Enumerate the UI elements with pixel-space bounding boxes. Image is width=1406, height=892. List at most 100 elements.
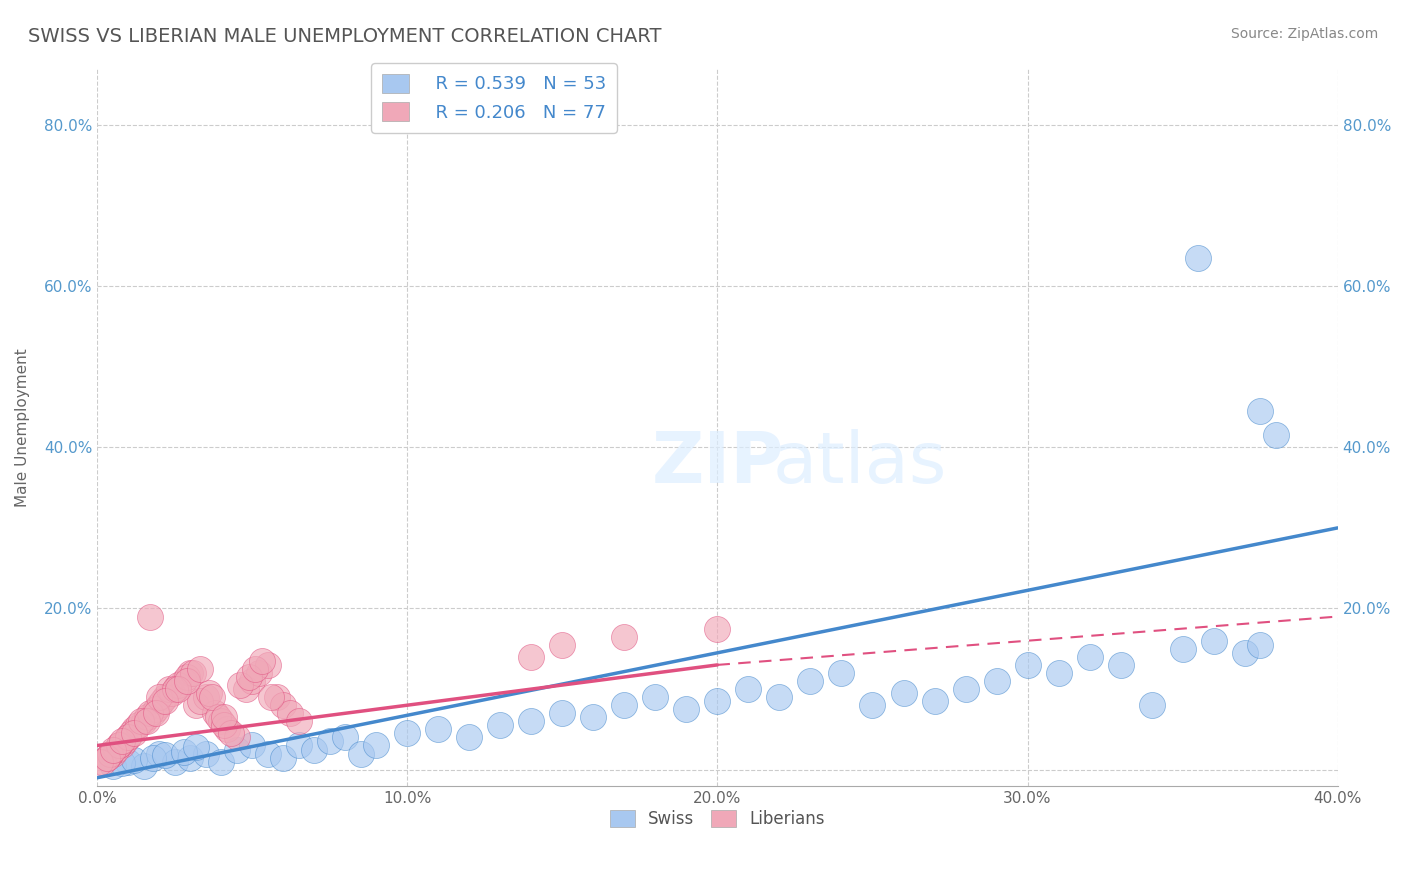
Point bbox=[148, 747, 170, 761]
Point bbox=[238, 670, 260, 684]
Point bbox=[207, 710, 229, 724]
Point bbox=[240, 739, 263, 753]
Point bbox=[551, 706, 574, 721]
Point bbox=[155, 694, 177, 708]
Point bbox=[150, 694, 173, 708]
Point bbox=[893, 686, 915, 700]
Text: atlas: atlas bbox=[773, 428, 948, 498]
Legend: Swiss, Liberians: Swiss, Liberians bbox=[603, 804, 832, 835]
Point bbox=[1202, 633, 1225, 648]
Point bbox=[186, 740, 208, 755]
Point bbox=[135, 714, 157, 729]
Point bbox=[247, 665, 270, 680]
Point bbox=[271, 698, 294, 713]
Point bbox=[1140, 698, 1163, 713]
Point bbox=[737, 682, 759, 697]
Point bbox=[124, 723, 146, 737]
Point bbox=[1187, 251, 1209, 265]
Point bbox=[194, 690, 217, 705]
Point bbox=[520, 714, 543, 729]
Point bbox=[335, 731, 357, 745]
Point bbox=[201, 690, 224, 705]
Point bbox=[706, 622, 728, 636]
Point bbox=[225, 742, 247, 756]
Point bbox=[319, 734, 342, 748]
Point bbox=[644, 690, 666, 705]
Point bbox=[142, 706, 165, 721]
Point bbox=[830, 665, 852, 680]
Point bbox=[132, 714, 155, 729]
Point bbox=[176, 670, 198, 684]
Point bbox=[186, 698, 208, 713]
Point bbox=[582, 710, 605, 724]
Point bbox=[862, 698, 884, 713]
Point bbox=[1249, 404, 1271, 418]
Point bbox=[188, 694, 211, 708]
Point bbox=[266, 690, 288, 705]
Text: ZIP: ZIP bbox=[651, 428, 783, 498]
Point bbox=[986, 673, 1008, 688]
Point bbox=[142, 750, 165, 764]
Point bbox=[260, 690, 283, 705]
Point bbox=[135, 710, 157, 724]
Point bbox=[489, 718, 512, 732]
Point bbox=[145, 702, 167, 716]
Point bbox=[167, 682, 190, 697]
Point bbox=[250, 654, 273, 668]
Point bbox=[93, 755, 115, 769]
Point bbox=[219, 726, 242, 740]
Point bbox=[111, 739, 134, 753]
Point bbox=[1249, 638, 1271, 652]
Point bbox=[167, 678, 190, 692]
Point bbox=[396, 726, 419, 740]
Point bbox=[225, 731, 247, 745]
Point bbox=[458, 731, 481, 745]
Point bbox=[173, 673, 195, 688]
Point bbox=[132, 758, 155, 772]
Point bbox=[271, 750, 294, 764]
Point bbox=[256, 657, 278, 672]
Point bbox=[214, 710, 236, 724]
Point bbox=[1017, 657, 1039, 672]
Point bbox=[706, 694, 728, 708]
Point bbox=[114, 734, 136, 748]
Point bbox=[155, 748, 177, 763]
Point bbox=[520, 649, 543, 664]
Point bbox=[194, 747, 217, 761]
Point bbox=[1233, 646, 1256, 660]
Point bbox=[148, 690, 170, 705]
Point bbox=[127, 718, 149, 732]
Point bbox=[145, 706, 167, 721]
Point bbox=[304, 742, 326, 756]
Point bbox=[163, 755, 186, 769]
Point bbox=[188, 662, 211, 676]
Point bbox=[209, 755, 232, 769]
Y-axis label: Male Unemployment: Male Unemployment bbox=[15, 348, 30, 507]
Point bbox=[924, 694, 946, 708]
Text: Source: ZipAtlas.com: Source: ZipAtlas.com bbox=[1230, 27, 1378, 41]
Point bbox=[108, 739, 131, 753]
Point bbox=[98, 747, 121, 761]
Point bbox=[1047, 665, 1070, 680]
Point bbox=[120, 726, 142, 740]
Point bbox=[101, 758, 124, 772]
Point bbox=[101, 747, 124, 761]
Point bbox=[350, 747, 373, 761]
Point bbox=[183, 665, 205, 680]
Point bbox=[768, 690, 790, 705]
Point bbox=[179, 750, 201, 764]
Point bbox=[799, 673, 821, 688]
Point bbox=[209, 714, 232, 729]
Point bbox=[1171, 641, 1194, 656]
Point bbox=[288, 739, 311, 753]
Point bbox=[198, 686, 221, 700]
Point bbox=[108, 739, 131, 753]
Point bbox=[129, 714, 152, 729]
Point bbox=[104, 742, 127, 756]
Point bbox=[613, 698, 636, 713]
Point bbox=[551, 638, 574, 652]
Point bbox=[117, 731, 139, 745]
Point bbox=[117, 731, 139, 745]
Point bbox=[240, 673, 263, 688]
Point bbox=[111, 734, 134, 748]
